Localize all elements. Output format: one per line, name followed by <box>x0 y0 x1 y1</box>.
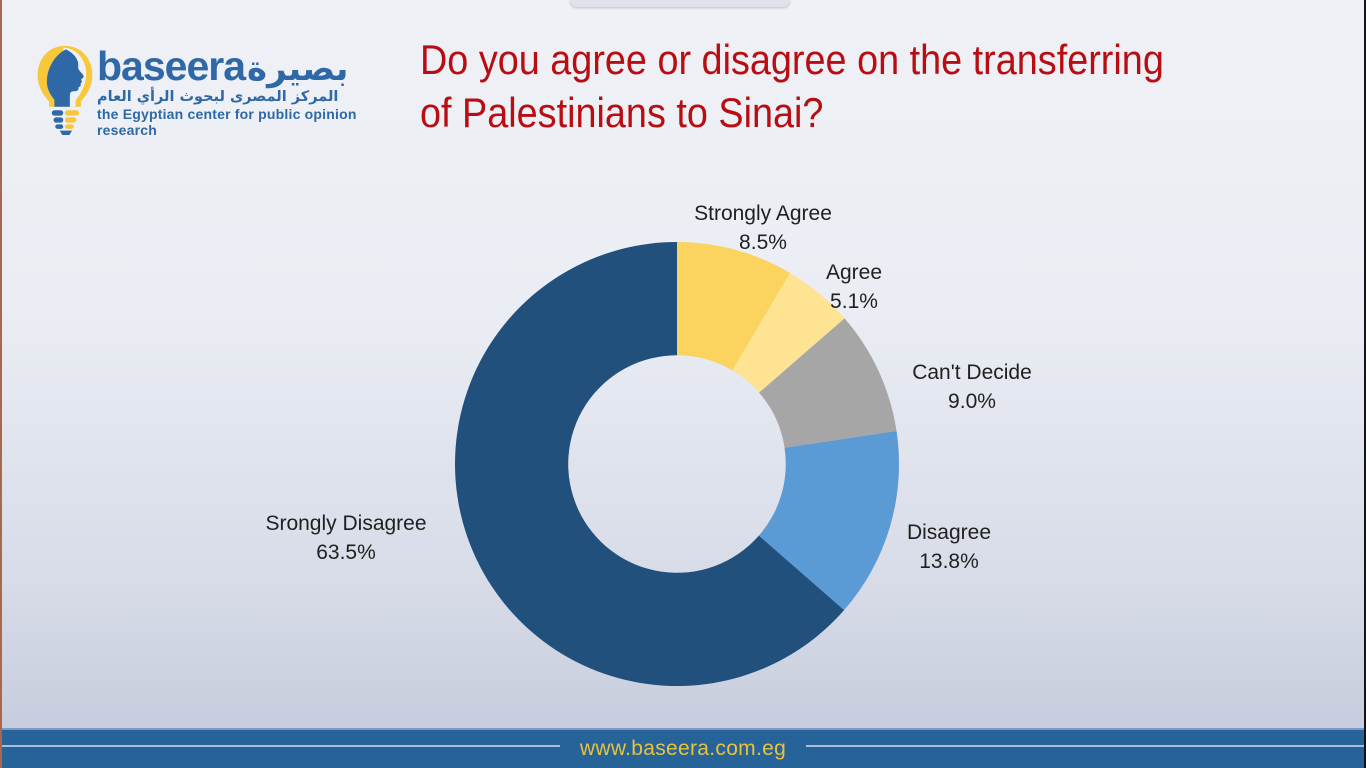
segment-value: 13.8% <box>919 550 979 573</box>
brand-latin: baseera <box>97 43 246 89</box>
donut-segment-can-t-decide <box>759 318 897 448</box>
donut-segment-srongly-disagree <box>455 242 845 686</box>
footer-bar: www.baseera.com.eg <box>0 728 1366 768</box>
logo-text-block: baseera بصيرة المركز المصرى لبحوث الرأي … <box>97 46 382 139</box>
brand-name: baseera بصيرة <box>97 46 382 87</box>
segment-name: Disagree <box>906 521 992 544</box>
donut-segment-disagree <box>758 430 899 611</box>
brand-arabic: بصيرة <box>247 49 349 89</box>
page-title: Do you agree or disagree on the transfer… <box>420 36 1164 136</box>
segment-name: Agree <box>825 261 883 284</box>
segment-name: Can't Decide <box>912 361 1032 384</box>
donut-chart <box>454 241 900 687</box>
logo-tagline-english: the Egyptian center for public opinion r… <box>97 105 357 139</box>
donut-chart-svg <box>455 242 899 686</box>
baseera-logo: baseera بصيرة المركز المصرى لبحوث الرأي … <box>35 40 380 140</box>
segment-label-strongly-agree: Strongly Agree 8.5% <box>694 199 832 257</box>
slide-top-tab <box>570 0 790 7</box>
segment-value: 9.0% <box>948 390 996 413</box>
segment-label-agree: Agree 5.1% <box>826 258 882 316</box>
segment-label-srongly-disagree: Srongly Disagree 63.5% <box>265 509 426 567</box>
segment-value: 8.5% <box>739 231 787 254</box>
slide-right-edge <box>1364 0 1366 768</box>
segment-name: Srongly Disagree <box>265 512 427 535</box>
footer-website-link[interactable]: www.baseera.com.eg <box>559 737 807 761</box>
segment-value: 5.1% <box>830 290 878 313</box>
segment-label-disagree: Disagree 13.8% <box>907 518 991 576</box>
lightbulb-face-icon <box>37 45 93 135</box>
donut-segment-strongly-agree <box>677 242 791 371</box>
slide-left-edge <box>0 0 2 768</box>
segment-name: Strongly Agree <box>694 202 832 225</box>
logo-tagline-arabic: المركز المصرى لبحوث الرأي العام <box>97 89 339 105</box>
segment-label-cant-decide: Can't Decide 9.0% <box>912 358 1032 416</box>
donut-segment-agree <box>732 272 845 393</box>
segment-value: 63.5% <box>316 541 376 564</box>
